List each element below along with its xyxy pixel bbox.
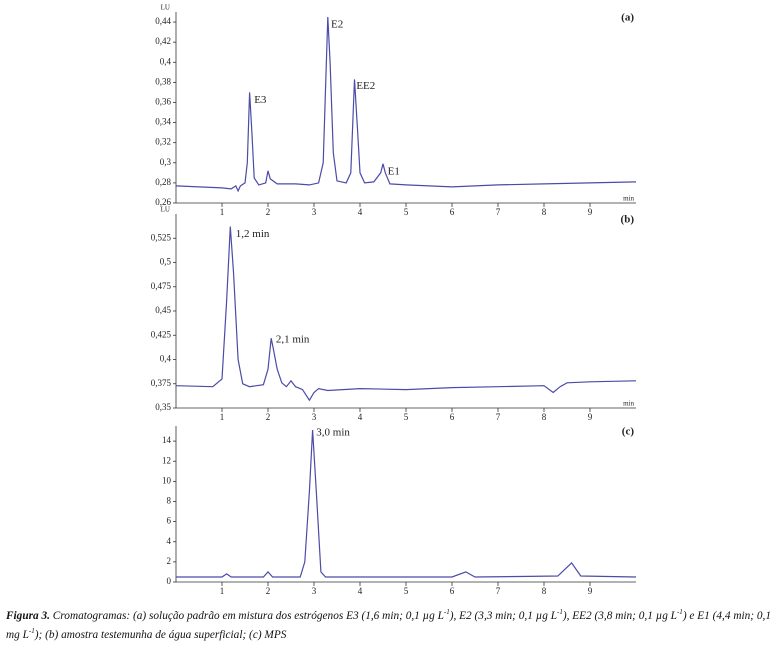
caption-text: ) e E1 (4,4 min; 0,1 mg L [6,609,771,641]
y-tick-label: 0,3 [160,157,172,167]
y-unit: LU [161,206,170,214]
y-tick-label: 0,4 [160,354,172,364]
x-tick-label: 7 [496,207,501,217]
x-tick-label: 1 [220,412,225,422]
y-tick-label: 0,28 [155,177,171,187]
x-tick-label: 5 [404,412,409,422]
y-tick-label: 0,45 [155,305,171,315]
y-tick-label: 0,44 [155,16,171,26]
x-tick-label: 2 [266,207,271,217]
caption-text: ), EE2 (3,8 min; 0,1 µg L [562,609,677,622]
x-tick-label: 9 [588,207,593,217]
caption-text: ), E2 (3,3 min; 0,1 µg L [449,609,557,622]
x-tick-label: 3 [312,207,317,217]
figure: 0,260,280,30,320,340,360,380,40,420,441 2… [151,4,637,596]
x-tick-label: 7 [496,586,501,596]
chromatogram-line [175,226,637,402]
y-tick-label: 12 [162,455,171,465]
x-tick-label: 6 [450,207,455,217]
y-tick-label: 8 [167,496,172,506]
y-tick-label: 0,36 [155,97,171,107]
y-tick-label: 2 [167,556,172,566]
y-tick-label: 0,42 [155,36,171,46]
x-tick-label: 9 [588,586,593,596]
x-tick-label: 5 [404,207,409,217]
caption-text: -1 [556,608,563,616]
panel-title: (a) [621,12,634,24]
chromatogram-line [176,429,637,578]
y-tick-label: 0,38 [155,76,171,86]
x-tick-label: 6 [450,586,455,596]
y-tick-label: 0,375 [151,378,172,388]
x-tick-label: 3 [312,586,317,596]
y-tick-label: 0,35 [155,402,171,412]
peak-label: E1 [388,165,400,177]
peak-label: EE2 [356,80,375,92]
caption-text: -1 [28,626,35,635]
panel-title: (c) [622,426,635,438]
caption-text: -1 [443,608,450,616]
y-tick-label: 0,425 [151,329,172,339]
x-tick-label: 4 [358,412,363,422]
y-tick-label: 0 [167,576,172,586]
y-tick-label: 0,32 [155,137,171,147]
chromatogram-line [175,16,637,193]
peak-label: 2,1 min [276,334,310,346]
x-tick-label: 6 [450,412,455,422]
y-tick-label: 0,34 [155,117,171,127]
caption-text: Cromatogramas: (a) solução padrão em mis… [49,609,444,622]
y-tick-label: 0,525 [151,232,172,242]
x-tick-label: 9 [588,412,593,422]
y-tick-label: 10 [162,475,172,485]
y-tick-label: 0,475 [151,281,172,291]
x-tick-label: 7 [496,412,501,422]
x-tick-label: 5 [404,586,409,596]
caption-text: ); (b) amostra testemunha de água superf… [34,628,287,641]
x-tick-label: 3 [312,412,317,422]
y-tick-label: 14 [162,435,172,445]
x-label: min [623,195,634,203]
x-label: min [623,400,634,408]
x-tick-label: 1 [220,586,225,596]
y-tick-label: 0,4 [160,56,172,66]
y-tick-label: 4 [167,536,172,546]
x-tick-label: 4 [358,207,363,217]
caption-text: -1 [676,608,683,616]
caption-text: Figura 3. [6,609,50,622]
x-tick-label: 2 [266,586,271,596]
peak-label: E2 [331,19,343,31]
x-tick-label: 8 [542,412,547,422]
y-tick-label: 6 [167,516,172,526]
y-tick-label: 0,26 [155,197,171,207]
peak-label: 1,2 min [236,228,270,240]
x-tick-label: 1 [220,207,225,217]
x-tick-label: 8 [542,586,547,596]
caption: Figura 3. Cromatogramas: (a) solução pad… [6,605,778,643]
x-tick-label: 4 [358,586,363,596]
y-unit: LU [161,4,170,12]
panel-title: (b) [621,214,635,226]
x-tick-label: 8 [542,207,547,217]
peak-label: E3 [254,94,267,106]
y-tick-label: 0,5 [160,257,172,267]
x-tick-label: 2 [266,412,271,422]
peak-label: 3,0 min [316,427,350,439]
